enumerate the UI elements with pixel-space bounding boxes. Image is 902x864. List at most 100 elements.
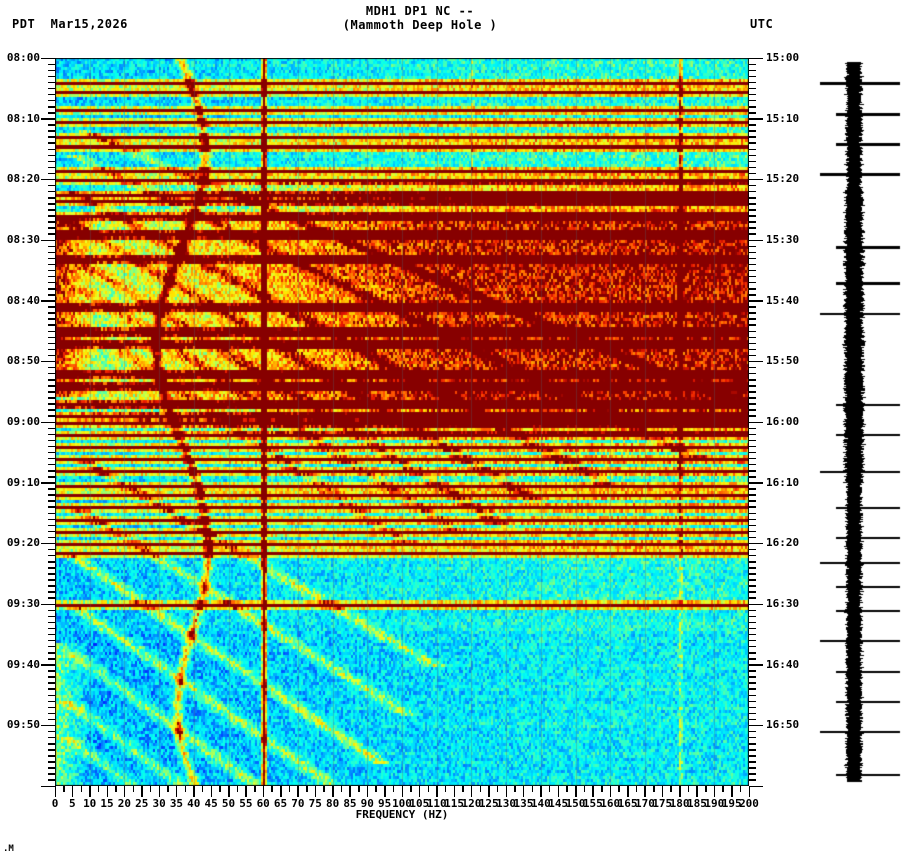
time-tick-minor-left (48, 184, 55, 187)
time-tick-minor-left (48, 773, 55, 775)
time-tick-minor-right (749, 172, 756, 175)
time-tick-minor-right (749, 294, 756, 296)
time-tick-minor-right (749, 579, 756, 581)
time-tick-minor-right (749, 779, 756, 781)
freq-tick-minor (323, 786, 325, 792)
time-tick-minor-right (749, 99, 756, 102)
time-tick-minor-right (749, 342, 756, 345)
time-tick-minor-right (749, 548, 756, 551)
helicorder-trace[interactable] (818, 58, 902, 786)
time-tick-minor-right (749, 476, 756, 478)
time-label-utc: 16:20 (766, 536, 800, 550)
frequency-tick-label: 190 (704, 797, 725, 810)
freq-tick-minor (479, 786, 482, 792)
frequency-tick-label: 65 (273, 797, 288, 810)
freq-tick-minor (462, 786, 464, 792)
time-label-utc: 15:10 (766, 111, 800, 125)
frequency-tick-label: 25 (135, 797, 149, 810)
corner-mark: .M (3, 844, 14, 854)
time-tick-minor-left (48, 269, 55, 272)
time-tick-minor-right (749, 645, 756, 648)
time-tick-major-right (749, 300, 763, 302)
freq-tick-minor (80, 786, 83, 792)
time-tick-minor-right (749, 652, 756, 654)
freq-tick-major (89, 786, 91, 797)
freq-tick-major (713, 786, 716, 797)
time-tick-major-right (749, 360, 763, 363)
time-tick-minor-left (48, 81, 55, 84)
time-tick-minor-left (48, 743, 55, 745)
freq-tick-minor (427, 786, 430, 792)
time-tick-minor-right (749, 227, 756, 229)
time-label-utc: 15:40 (766, 293, 800, 307)
time-label-utc: 16:00 (766, 415, 800, 428)
time-tick-minor-right (749, 585, 756, 587)
time-tick-minor-left (48, 645, 55, 648)
time-tick-minor-right (749, 63, 756, 66)
time-tick-minor-left (48, 190, 55, 193)
time-tick-minor-right (749, 463, 756, 466)
frequency-tick-label: 130 (496, 797, 517, 810)
freq-tick-minor (635, 786, 638, 792)
time-tick-minor-right (749, 184, 756, 187)
time-tick-minor-right (749, 470, 756, 472)
time-tick-minor-left (48, 718, 55, 721)
time-tick-minor-right (749, 330, 756, 332)
frequency-tick-label: 195 (721, 797, 742, 810)
time-tick-minor-left (48, 494, 55, 496)
time-tick-major-left (41, 542, 55, 545)
time-tick-minor-right (749, 591, 756, 593)
time-tick-minor-left (48, 767, 55, 769)
time-tick-minor-left (48, 567, 55, 569)
time-tick-minor-right (749, 512, 756, 514)
freq-tick-minor (601, 786, 603, 792)
time-tick-minor-left (48, 257, 55, 260)
time-tick-minor-left (48, 215, 55, 217)
time-tick-minor-left (48, 476, 55, 478)
frequency-tick-label: 100 (392, 797, 412, 810)
freq-tick-minor (566, 786, 568, 792)
time-tick-minor-left (48, 348, 55, 351)
frequency-tick-label: 90 (360, 797, 374, 810)
time-tick-minor-right (749, 773, 756, 775)
time-tick-minor-right (749, 348, 756, 351)
freq-tick-major (661, 786, 664, 797)
freq-tick-major (106, 786, 109, 797)
time-tick-minor-right (749, 318, 756, 320)
freq-tick-major (210, 786, 213, 797)
time-tick-minor-left (48, 512, 55, 514)
time-tick-minor-right (749, 445, 756, 448)
freq-tick-major (366, 786, 369, 797)
time-tick-minor-right (749, 203, 756, 205)
time-tick-minor-left (48, 591, 55, 593)
frequency-tick-label: 185 (687, 797, 707, 810)
time-tick-minor-left (48, 342, 55, 345)
freq-tick-minor (687, 786, 690, 792)
freq-tick-major (262, 786, 265, 797)
time-tick-minor-right (749, 312, 756, 314)
time-tick-minor-left (48, 736, 55, 739)
frequency-tick-label: 115 (444, 797, 464, 810)
time-tick-minor-left (48, 639, 55, 642)
time-tick-minor-right (749, 354, 756, 357)
time-tick-minor-left (48, 706, 55, 709)
time-tick-minor-right (749, 209, 756, 211)
time-tick-minor-left (48, 354, 55, 357)
time-tick-minor-right (749, 142, 756, 144)
time-tick-minor-right (749, 81, 756, 84)
time-tick-minor-left (48, 621, 55, 624)
spectrogram-plot[interactable] (55, 58, 749, 786)
time-tick-minor-left (48, 166, 55, 169)
time-tick-minor-left (48, 700, 55, 703)
time-tick-minor-left (48, 530, 55, 533)
time-tick-minor-right (749, 494, 756, 496)
time-tick-minor-left (48, 130, 55, 132)
time-tick-minor-right (749, 397, 756, 399)
time-label-pdt: 08:40 (6, 293, 40, 307)
freq-tick-major (644, 786, 646, 797)
frequency-tick-label: 150 (565, 797, 586, 810)
time-label-pdt: 08:20 (6, 172, 40, 186)
time-tick-minor-left (48, 99, 55, 102)
frequency-tick-label: 160 (600, 797, 621, 810)
time-tick-minor-left (48, 75, 55, 78)
